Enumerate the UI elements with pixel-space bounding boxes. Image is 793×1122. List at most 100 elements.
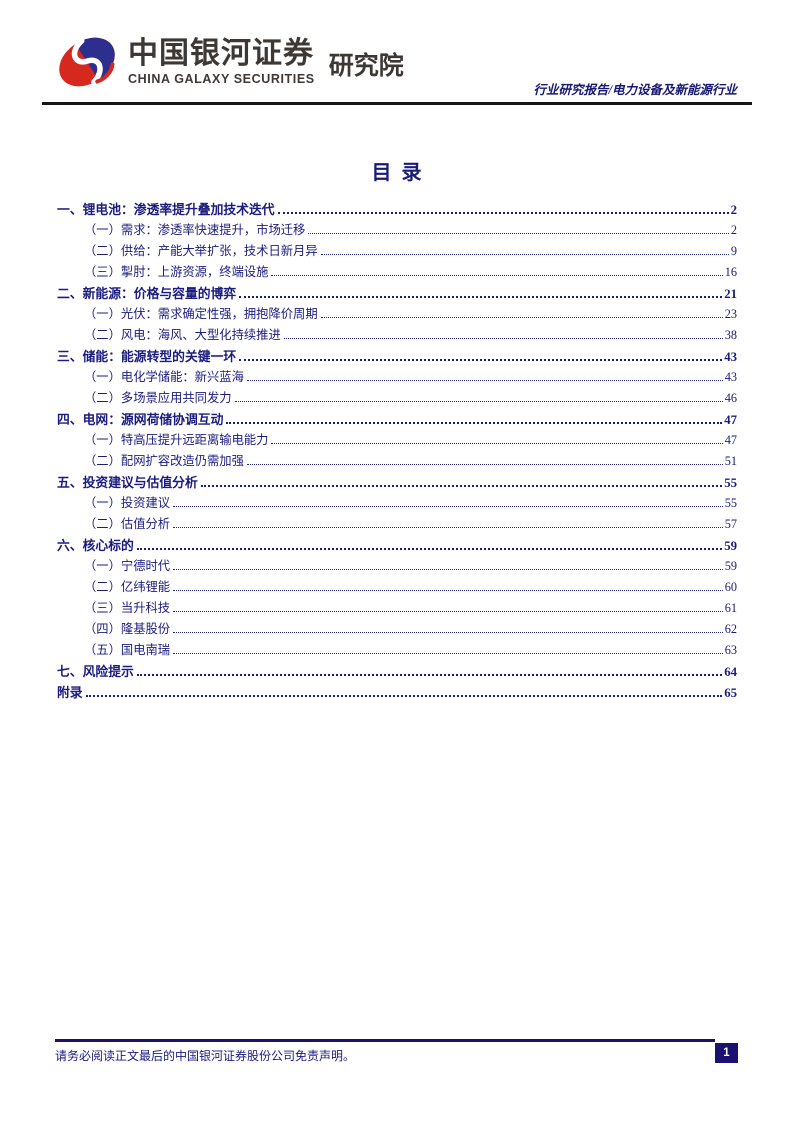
toc-entry-label: （三）当升科技 xyxy=(84,601,171,615)
toc-entry-page: 2 xyxy=(730,223,737,237)
toc-entry[interactable]: （二）亿纬锂能 60 xyxy=(57,577,737,598)
toc-dot-leader xyxy=(173,611,723,612)
toc-list: 一、锂电池：渗透率提升叠加技术迭代 2 （一）需求：渗透率快速提升，市场迁移 2 （二）… xyxy=(57,199,737,703)
toc-entry-page: 47 xyxy=(724,433,737,447)
toc-dot-leader xyxy=(271,443,723,444)
header-divider xyxy=(42,102,752,105)
toc-entry-page: 55 xyxy=(724,496,737,510)
toc-entry[interactable]: （二）估值分析 57 xyxy=(57,514,737,535)
toc-title: 目 录 xyxy=(371,162,422,184)
toc-entry-page: 43 xyxy=(724,350,737,364)
toc-dot-leader xyxy=(246,380,723,381)
toc-dot-leader xyxy=(246,464,723,465)
toc-dot-leader xyxy=(136,674,723,676)
toc-entry-label: 一、锂电池：渗透率提升叠加技术迭代 xyxy=(57,203,275,217)
toc-entry-page: 64 xyxy=(724,665,737,679)
toc-entry[interactable]: （三）掣肘：上游资源，终端设施 16 xyxy=(57,262,737,283)
toc-entry[interactable]: 四、电网：源网荷储协调互动 47 xyxy=(57,409,737,430)
footer-disclaimer: 请务必阅读正文最后的中国银河证券股份公司免责声明。 xyxy=(55,1049,356,1063)
toc-entry-page: 59 xyxy=(724,539,737,553)
toc-entry-page: 46 xyxy=(724,391,737,405)
toc-entry-page: 43 xyxy=(724,370,737,384)
toc-dot-leader xyxy=(277,212,729,214)
toc-entry-label: （二）多场景应用共同发力 xyxy=(84,391,232,405)
toc-dot-leader xyxy=(234,401,723,402)
toc-entry[interactable]: （一）电化学储能：新兴蓝海 43 xyxy=(57,367,737,388)
toc-entry[interactable]: （三）当升科技 61 xyxy=(57,598,737,619)
toc-entry-page: 62 xyxy=(724,622,737,636)
toc-entry[interactable]: 七、风险提示 64 xyxy=(57,661,737,682)
toc-dot-leader xyxy=(239,296,723,298)
toc-entry[interactable]: （一）宁德时代 59 xyxy=(57,556,737,577)
toc-entry[interactable]: 附录 65 xyxy=(57,682,737,703)
toc-dot-leader xyxy=(271,275,723,276)
toc-entry-label: （二）供给：产能大举扩张，技术日新月异 xyxy=(84,244,318,258)
toc-entry-page: 60 xyxy=(724,580,737,594)
toc-dot-leader xyxy=(320,317,723,318)
brand-text-block: 中国银河证券 CHINA GALAXY SECURITIES xyxy=(128,30,315,87)
toc-dot-leader xyxy=(136,548,723,550)
toc-dot-leader xyxy=(173,527,723,528)
toc-entry-label: （一）需求：渗透率快速提升，市场迁移 xyxy=(84,223,306,237)
toc-entry[interactable]: （一）需求：渗透率快速提升，市场迁移 2 xyxy=(57,220,737,241)
report-type-label: 行业研究报告/电力设备及新能源行业 xyxy=(533,83,737,97)
toc-entry-page: 65 xyxy=(724,686,737,700)
toc-entry-label: （一）电化学储能：新兴蓝海 xyxy=(84,370,244,384)
toc-entry-page: 9 xyxy=(730,244,737,258)
toc-entry-label: 附录 xyxy=(57,686,83,700)
toc-dot-leader xyxy=(173,506,723,507)
toc-dot-leader xyxy=(283,338,723,339)
toc-entry-page: 55 xyxy=(724,476,737,490)
toc-dot-leader xyxy=(200,485,723,487)
toc-entry[interactable]: （一）光伏：需求确定性强，拥抱降价周期 23 xyxy=(57,304,737,325)
toc-entry-label: （一）投资建议 xyxy=(84,496,171,510)
toc-entry-label: （二）估值分析 xyxy=(84,517,171,531)
toc-entry[interactable]: （二）供给：产能大举扩张，技术日新月异 9 xyxy=(57,241,737,262)
toc-entry[interactable]: 五、投资建议与估值分析 55 xyxy=(57,472,737,493)
toc-entry[interactable]: （一）投资建议 55 xyxy=(57,493,737,514)
toc-dot-leader xyxy=(85,695,723,697)
toc-entry-page: 57 xyxy=(724,517,737,531)
toc-entry[interactable]: （二）风电：海风、大型化持续推进 38 xyxy=(57,325,737,346)
toc-entry-page: 38 xyxy=(724,328,737,342)
toc-dot-leader xyxy=(320,254,729,255)
brand-name-en: CHINA GALAXY SECURITIES xyxy=(128,72,315,86)
toc-entry[interactable]: 二、新能源：价格与容量的博弈 21 xyxy=(57,283,737,304)
toc-entry-label: （二）风电：海风、大型化持续推进 xyxy=(84,328,281,342)
toc-entry[interactable]: （二）多场景应用共同发力 46 xyxy=(57,388,737,409)
toc-dot-leader xyxy=(173,569,723,570)
toc-entry-label: 六、核心标的 xyxy=(57,539,134,553)
toc-entry-label: （五）国电南瑞 xyxy=(84,643,171,657)
header-logo-row: 中国银河证券 CHINA GALAXY SECURITIES 研究院 xyxy=(55,30,404,94)
toc-entry[interactable]: （四）隆基股份 62 xyxy=(57,619,737,640)
toc-dot-leader xyxy=(173,653,723,654)
toc-entry-page: 63 xyxy=(724,643,737,657)
toc-entry[interactable]: （一）特高压提升远距离输电能力 47 xyxy=(57,430,737,451)
toc-entry[interactable]: 一、锂电池：渗透率提升叠加技术迭代 2 xyxy=(57,199,737,220)
toc-entry-label: 四、电网：源网荷储协调互动 xyxy=(57,413,224,427)
toc-entry-page: 23 xyxy=(724,307,737,321)
toc-entry[interactable]: 六、核心标的 59 xyxy=(57,535,737,556)
toc-entry-page: 61 xyxy=(724,601,737,615)
toc-entry-label: （三）掣肘：上游资源，终端设施 xyxy=(84,265,269,279)
toc-entry-label: 三、储能：能源转型的关键一环 xyxy=(57,350,237,364)
toc-dot-leader xyxy=(308,233,729,234)
toc-entry[interactable]: （二）配网扩容改造仍需加强 51 xyxy=(57,451,737,472)
toc-dot-leader xyxy=(239,359,723,361)
toc-entry-label: （二）配网扩容改造仍需加强 xyxy=(84,454,244,468)
toc-entry-page: 2 xyxy=(730,203,737,217)
toc-entry-page: 51 xyxy=(724,454,737,468)
toc-entry-label: （四）隆基股份 xyxy=(84,622,171,636)
toc-entry[interactable]: （五）国电南瑞 63 xyxy=(57,640,737,661)
toc-entry-page: 47 xyxy=(724,413,737,427)
toc-entry-page: 21 xyxy=(724,287,737,301)
toc-entry-page: 59 xyxy=(724,559,737,573)
toc-entry-label: 二、新能源：价格与容量的博弈 xyxy=(57,287,237,301)
toc-entry-label: （一）宁德时代 xyxy=(84,559,171,573)
toc-entry[interactable]: 三、储能：能源转型的关键一环 43 xyxy=(57,346,737,367)
page-number-badge: 1 xyxy=(715,1043,738,1063)
toc-entry-label: （二）亿纬锂能 xyxy=(84,580,171,594)
toc-entry-label: 七、风险提示 xyxy=(57,665,134,679)
toc-entry-label: 五、投资建议与估值分析 xyxy=(57,476,198,490)
